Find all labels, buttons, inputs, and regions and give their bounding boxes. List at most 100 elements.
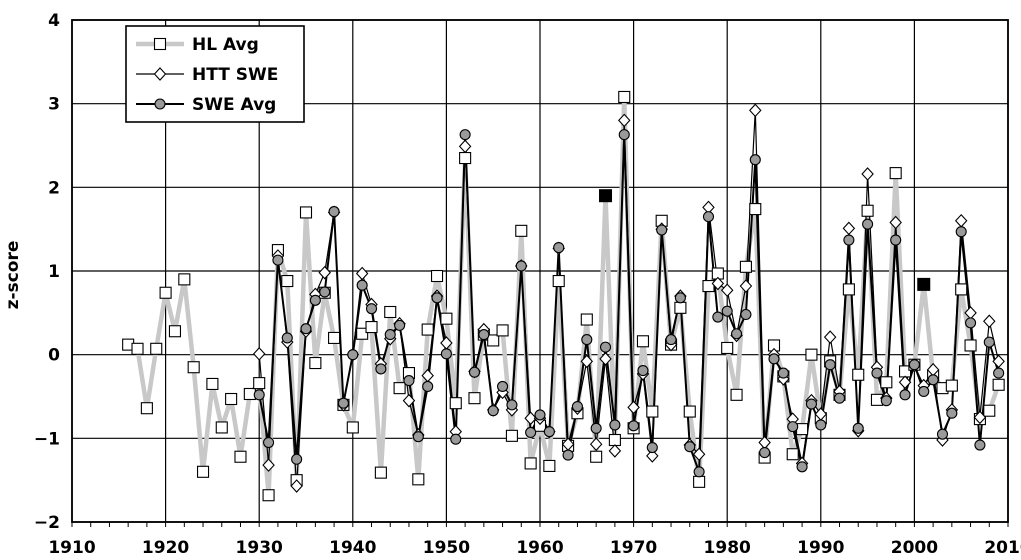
legend-swatch-marker [153, 67, 167, 81]
data-point [824, 359, 836, 371]
data-point [965, 317, 977, 329]
data-point [150, 342, 163, 355]
x-tick-label: 1920 [142, 538, 189, 558]
data-point [252, 347, 266, 361]
data-point [636, 335, 650, 348]
data-point [786, 448, 799, 461]
data-point [534, 409, 546, 421]
data-point [318, 265, 331, 280]
data-point [571, 400, 583, 413]
data-point [861, 204, 874, 217]
data-point [375, 363, 387, 375]
legend-swatch-marker [153, 37, 167, 51]
data-point [580, 313, 593, 326]
data-point [993, 367, 1005, 379]
data-point [796, 461, 808, 473]
data-point [599, 352, 612, 366]
data-point [505, 429, 518, 442]
data-point [449, 397, 462, 410]
data-point [656, 224, 668, 236]
data-point [889, 215, 902, 230]
data-point [525, 426, 537, 439]
data-point [487, 334, 500, 347]
data-point [768, 353, 780, 365]
data-point [178, 273, 191, 286]
data-point [215, 421, 228, 434]
data-point [328, 206, 340, 218]
data-point [815, 419, 827, 431]
y-axis-label: z-score [3, 241, 23, 310]
data-point [777, 367, 789, 379]
data-point [833, 392, 846, 404]
data-point [355, 266, 369, 281]
data-point [552, 274, 565, 288]
data-point [842, 221, 856, 236]
data-point [356, 327, 369, 340]
legend-swatch-marker [154, 98, 166, 110]
data-point [608, 433, 621, 447]
data-point [300, 323, 312, 335]
data-point [992, 354, 1005, 369]
data-point [402, 393, 416, 408]
data-point [871, 367, 883, 379]
y-tick-label: 2 [48, 178, 60, 198]
data-point [711, 276, 725, 291]
data-point [954, 213, 968, 228]
data-point [617, 113, 631, 128]
data-point [459, 129, 471, 141]
data-point [684, 441, 696, 453]
legend-label: SWE Avg [192, 95, 276, 115]
data-point [983, 404, 996, 417]
data-point [973, 410, 987, 425]
data-point [562, 449, 574, 461]
data-point [852, 422, 864, 434]
data-point [243, 387, 256, 401]
tick-labels: 1910 1920 1930 1940 1950 1960 1970 1980 1990 2000… [34, 11, 1021, 558]
data-point [159, 286, 172, 299]
data-point [692, 447, 706, 462]
data-point [646, 449, 659, 463]
data-point [843, 234, 855, 246]
axes [71, 19, 1009, 527]
data-point [347, 349, 359, 361]
data-point [309, 294, 321, 306]
x-tick-label: 1940 [329, 538, 376, 558]
data-point [683, 405, 696, 418]
data-point [459, 152, 472, 165]
x-tick-label: 2000 [891, 538, 938, 558]
data-point [356, 279, 368, 291]
data-point [262, 458, 275, 472]
data-point [496, 324, 509, 337]
data-point [955, 283, 968, 296]
data-point [187, 361, 200, 374]
x-tick-label: 1960 [516, 538, 563, 558]
data-point [590, 450, 603, 463]
data-point [468, 392, 481, 405]
legend-label: HL Avg [192, 35, 259, 55]
data-point [908, 359, 920, 371]
data-point [674, 292, 686, 304]
data-point [702, 211, 715, 223]
y-tick-label: −1 [34, 429, 60, 449]
data-point [543, 459, 556, 472]
data-point [712, 311, 724, 323]
data-point [946, 407, 958, 419]
data-point [805, 348, 818, 361]
data-point [918, 385, 930, 398]
data-point [862, 218, 874, 230]
highlight-point [599, 189, 613, 203]
data-point [720, 283, 734, 298]
legend: HL Avg HTT SWE SWE Avg [125, 25, 305, 123]
data-point [543, 426, 555, 438]
data-point [524, 457, 537, 470]
data-point [842, 283, 855, 296]
data-point [337, 397, 349, 409]
data-point [319, 286, 331, 298]
data-point [627, 400, 640, 415]
data-point [880, 395, 892, 407]
data-point [403, 375, 415, 387]
highlight-points [599, 189, 931, 291]
data-point [272, 254, 284, 266]
data-point [253, 377, 266, 390]
data-point [749, 103, 762, 118]
